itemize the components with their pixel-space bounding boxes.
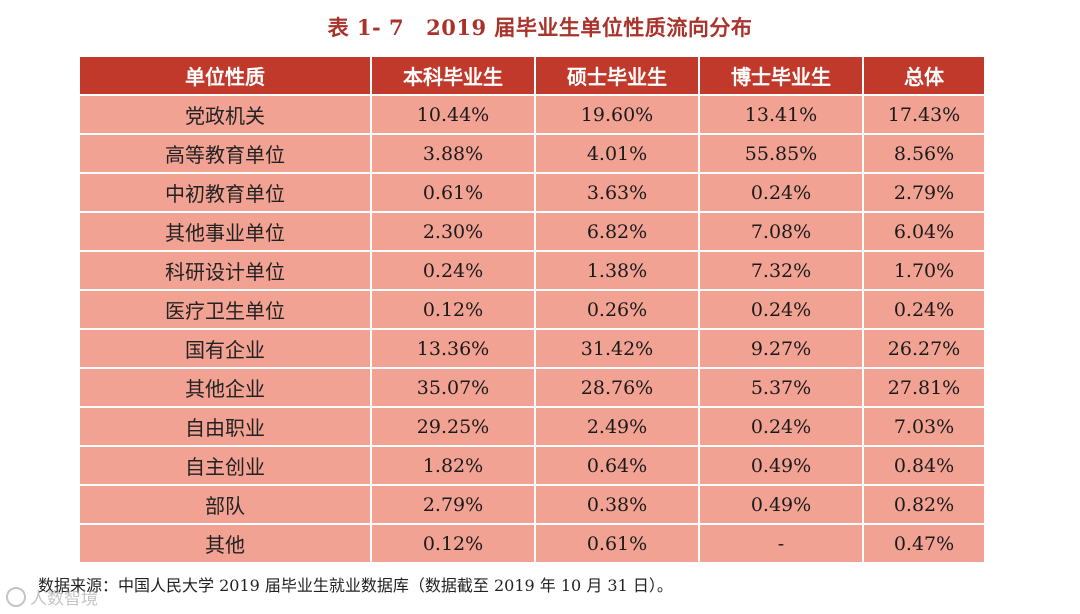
cell-overall: 26.27%: [864, 330, 984, 369]
distribution-table: 单位性质 本科毕业生 硕士毕业生 博士毕业生 总体 党政机关 10.44% 19.6…: [80, 57, 984, 564]
header-row: 单位性质 本科毕业生 硕士毕业生 博士毕业生 总体: [80, 57, 984, 96]
cell-master: 19.60%: [536, 96, 700, 135]
cell-overall: 0.82%: [864, 486, 984, 525]
table-number: 表 1- 7: [327, 15, 405, 40]
cell-unit-type: 自主创业: [80, 447, 372, 486]
table-row: 医疗卫生单位 0.12% 0.26% 0.24% 0.24%: [80, 291, 984, 330]
cell-doctor: 0.24%: [700, 174, 864, 213]
cell-undergraduate: 0.12%: [372, 525, 536, 564]
cell-master: 2.49%: [536, 408, 700, 447]
cell-doctor: 5.37%: [700, 369, 864, 408]
cell-overall: 17.43%: [864, 96, 984, 135]
cell-master: 31.42%: [536, 330, 700, 369]
cell-undergraduate: 13.36%: [372, 330, 536, 369]
cell-unit-type: 科研设计单位: [80, 252, 372, 291]
cell-master: 28.76%: [536, 369, 700, 408]
cell-unit-type: 其他企业: [80, 369, 372, 408]
cell-undergraduate: 0.61%: [372, 174, 536, 213]
watermark-text: 人数智境: [30, 589, 98, 609]
cell-unit-type: 党政机关: [80, 96, 372, 135]
watermark-logo-icon: [6, 586, 26, 607]
source-note: 数据来源：中国人民大学 2019 届毕业生就业数据库（数据截至 2019 年 1…: [38, 576, 673, 595]
cell-doctor: 0.49%: [700, 486, 864, 525]
header-master: 硕士毕业生: [536, 57, 700, 96]
cell-undergraduate: 29.25%: [372, 408, 536, 447]
cell-unit-type: 高等教育单位: [80, 135, 372, 174]
table-row: 科研设计单位 0.24% 1.38% 7.32% 1.70%: [80, 252, 984, 291]
cell-undergraduate: 0.24%: [372, 252, 536, 291]
cell-doctor: 7.32%: [700, 252, 864, 291]
cell-doctor: 0.24%: [700, 408, 864, 447]
cell-doctor: 55.85%: [700, 135, 864, 174]
cell-unit-type: 其他: [80, 525, 372, 564]
cell-master: 0.26%: [536, 291, 700, 330]
cell-doctor: 7.08%: [700, 213, 864, 252]
cell-unit-type: 国有企业: [80, 330, 372, 369]
cell-doctor: 0.49%: [700, 447, 864, 486]
cell-undergraduate: 3.88%: [372, 135, 536, 174]
cell-master: 4.01%: [536, 135, 700, 174]
table-row: 其他企业 35.07% 28.76% 5.37% 27.81%: [80, 369, 984, 408]
cell-overall: 7.03%: [864, 408, 984, 447]
cell-overall: 0.24%: [864, 291, 984, 330]
header-overall: 总体: [864, 57, 984, 96]
cell-overall: 6.04%: [864, 213, 984, 252]
table-caption: 表 1- 7 2019 届毕业生单位性质流向分布: [0, 12, 1080, 42]
table-row: 其他事业单位 2.30% 6.82% 7.08% 6.04%: [80, 213, 984, 252]
cell-master: 1.38%: [536, 252, 700, 291]
cell-overall: 8.56%: [864, 135, 984, 174]
table-row: 部队 2.79% 0.38% 0.49% 0.82%: [80, 486, 984, 525]
cell-doctor: 9.27%: [700, 330, 864, 369]
cell-unit-type: 其他事业单位: [80, 213, 372, 252]
cell-overall: 1.70%: [864, 252, 984, 291]
cell-master: 6.82%: [536, 213, 700, 252]
header-undergraduate: 本科毕业生: [372, 57, 536, 96]
table-row: 中初教育单位 0.61% 3.63% 0.24% 2.79%: [80, 174, 984, 213]
cell-undergraduate: 2.30%: [372, 213, 536, 252]
header-unit-type: 单位性质: [80, 57, 372, 96]
table-row: 国有企业 13.36% 31.42% 9.27% 26.27%: [80, 330, 984, 369]
cell-overall: 2.79%: [864, 174, 984, 213]
cell-overall: 27.81%: [864, 369, 984, 408]
cell-undergraduate: 10.44%: [372, 96, 536, 135]
table-body: 党政机关 10.44% 19.60% 13.41% 17.43% 高等教育单位 3.88% 4…: [80, 96, 984, 564]
cell-undergraduate: 0.12%: [372, 291, 536, 330]
cell-unit-type: 部队: [80, 486, 372, 525]
cell-undergraduate: 2.79%: [372, 486, 536, 525]
table-row: 高等教育单位 3.88% 4.01% 55.85% 8.56%: [80, 135, 984, 174]
watermark: 人数智境: [6, 584, 98, 609]
header-doctor: 博士毕业生: [700, 57, 864, 96]
cell-undergraduate: 35.07%: [372, 369, 536, 408]
table-row: 自主创业 1.82% 0.64% 0.49% 0.84%: [80, 447, 984, 486]
cell-doctor: 0.24%: [700, 291, 864, 330]
cell-overall: 0.47%: [864, 525, 984, 564]
cell-unit-type: 医疗卫生单位: [80, 291, 372, 330]
cell-overall: 0.84%: [864, 447, 984, 486]
table-title: 2019 届毕业生单位性质流向分布: [426, 15, 753, 40]
cell-doctor: -: [700, 525, 864, 564]
table-row: 党政机关 10.44% 19.60% 13.41% 17.43%: [80, 96, 984, 135]
cell-master: 0.38%: [536, 486, 700, 525]
cell-master: 3.63%: [536, 174, 700, 213]
cell-undergraduate: 1.82%: [372, 447, 536, 486]
cell-doctor: 13.41%: [700, 96, 864, 135]
cell-master: 0.61%: [536, 525, 700, 564]
table-row: 其他 0.12% 0.61% -0.47%: [80, 525, 984, 564]
cell-master: 0.64%: [536, 447, 700, 486]
cell-unit-type: 中初教育单位: [80, 174, 372, 213]
table-row: 自由职业 29.25% 2.49% 0.24% 7.03%: [80, 408, 984, 447]
cell-unit-type: 自由职业: [80, 408, 372, 447]
